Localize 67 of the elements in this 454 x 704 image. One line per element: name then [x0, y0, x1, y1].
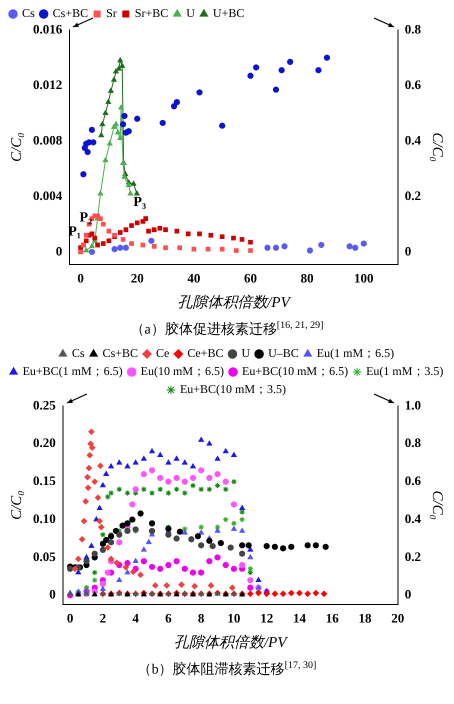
x-tick-label: 10: [227, 610, 240, 626]
y-tick-label: 0.15: [33, 473, 56, 488]
annotation: P₃: [133, 195, 146, 210]
legend-label: Eu(1 mM；6.5): [316, 346, 394, 360]
y2-tick-label: 0.2: [404, 188, 421, 203]
y2-tick-label: 0.6: [404, 76, 422, 92]
y-tick-label: 0.016: [33, 21, 63, 36]
y-tick-label: 0.008: [33, 132, 63, 148]
y-tick-label: 0.20: [33, 435, 56, 450]
y2-tick-label: 0: [404, 243, 412, 258]
legend-label: Eu(10 mM；6.5): [140, 364, 224, 378]
y-tick-label: 0: [56, 243, 62, 258]
legend-label: Cs: [72, 346, 85, 360]
x-tick-label: 16: [326, 610, 340, 626]
x-tick-label: 100: [354, 270, 374, 286]
x-axis-title: 孔隙体积倍数/PV: [174, 634, 288, 651]
y-tick-label: 0.012: [33, 76, 62, 92]
text: （a）胶体促进核素迁移$^{[16, 21, 29]}$: [130, 319, 324, 340]
legend-label: Eu+BC(1 mM；6.5): [22, 364, 123, 378]
y2-tick-label: 0.4: [404, 510, 422, 526]
y2-tick-label: 0.2: [404, 548, 421, 564]
y2-tick-label: 0.6: [404, 473, 422, 488]
legend-label: Ce+BC: [187, 346, 224, 360]
y2-tick-label: 0.4: [404, 132, 422, 148]
annotation: P₂: [80, 210, 92, 226]
y-tick-label: 0: [49, 586, 56, 602]
y2-axis-title: C/C₀: [429, 132, 446, 162]
legend-label: Eu+BC(10 mM；3.5): [180, 382, 286, 396]
legend-label: U: [241, 346, 250, 360]
y-tick-label: 0.05: [33, 548, 56, 564]
legend-label: U–BC: [268, 346, 299, 360]
x-tick-label: 8: [198, 610, 205, 626]
legend-label: Sr+BC: [134, 6, 168, 20]
x-axis-title: 孔隙体积倍数/PV: [177, 294, 292, 311]
text: （b）胶体阻滞核素迁移$^{[17, 30]}$: [136, 659, 318, 680]
y-tick-label: 0.004: [33, 188, 63, 203]
legend-label: U+BC: [212, 6, 244, 20]
y-tick-label: 0.25: [33, 397, 56, 412]
legend-label: U: [186, 6, 196, 20]
y2-tick-label: 0: [404, 586, 412, 602]
y-tick-label: 0.10: [33, 510, 56, 526]
legend-label: Cs+BC: [102, 346, 138, 360]
x-tick-label: 80: [300, 270, 314, 286]
x-tick-label: 60: [244, 270, 257, 286]
legend-label: Eu+BC(10 mM；6.5): [242, 364, 348, 378]
x-tick-label: 12: [260, 610, 274, 626]
x-tick-label: 40: [187, 270, 200, 286]
legend-label: Ce: [156, 346, 170, 360]
x-tick-label: 18: [358, 610, 372, 626]
y2-tick-label: 1.0: [404, 397, 421, 412]
legend-label: Eu(1 mM；3.5): [366, 364, 444, 378]
y-axis-title: C/C₀: [8, 490, 25, 520]
x-tick-label: 20: [391, 610, 404, 626]
legend-label: Sr: [106, 6, 117, 20]
y2-axis-title: C/C₀: [429, 490, 446, 520]
y2-tick-label: 0.8: [404, 435, 422, 450]
x-tick-label: 14: [292, 610, 306, 626]
y2-tick-label: 0.8: [404, 21, 422, 36]
legend-label: Cs+BC: [52, 6, 88, 20]
x-tick-label: 6: [165, 610, 172, 626]
x-tick-label: 20: [130, 270, 144, 286]
x-tick-label: 0: [77, 270, 84, 286]
x-tick-label: 2: [100, 610, 106, 626]
legend-label: Cs: [22, 6, 36, 20]
x-tick-label: 4: [132, 610, 140, 626]
x-tick-label: 0: [66, 610, 74, 626]
y-axis-title: C/C₀: [8, 132, 25, 162]
